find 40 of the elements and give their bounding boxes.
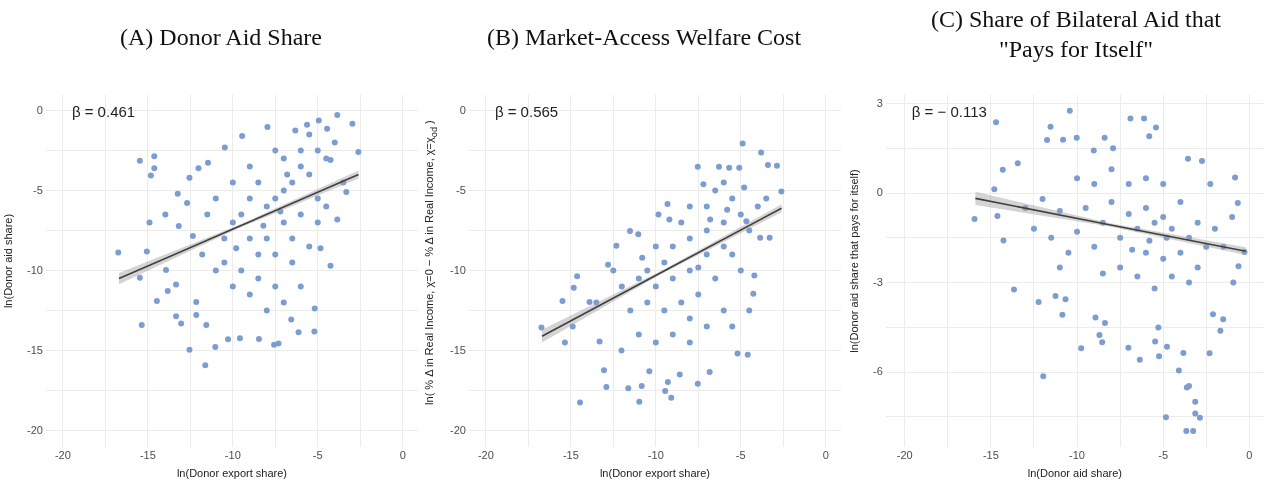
- x-tick-label: -15: [139, 449, 156, 462]
- x-tick-label: -10: [224, 449, 241, 462]
- y-tick-label: -3: [873, 275, 883, 288]
- y-tick-label: 0: [876, 186, 883, 199]
- y-tick-label: -5: [456, 183, 466, 196]
- x-tick-label: 0: [399, 449, 406, 462]
- x-tick-label: -5: [735, 449, 746, 462]
- annotation: β = 0.565: [494, 102, 559, 120]
- annotation: β = 0.461: [71, 102, 136, 120]
- x-tick-label: -5: [312, 449, 323, 462]
- y-tick-label: -15: [26, 343, 43, 356]
- y-tick-label: -5: [33, 183, 43, 196]
- y-tick-label: 0: [36, 103, 43, 116]
- chart-title: (C) Share of Bilateral Aid that "Pays for Itself": [930, 5, 1222, 64]
- x-axis-title: ln(Donor export share): [599, 467, 710, 480]
- x-axis-title: ln(Donor aid share): [1027, 467, 1122, 480]
- chart-title: (B) Market-Access Welfare Cost: [485, 23, 803, 52]
- x-tick-label: -5: [1158, 449, 1169, 462]
- x-tick-label: 0: [1246, 449, 1253, 462]
- y-tick-label: -15: [449, 343, 466, 356]
- y-tick-label: -20: [26, 423, 43, 436]
- y-axis-title: ln(Donor aid share that pays for itself): [848, 168, 860, 355]
- y-tick-label: -10: [449, 263, 466, 276]
- x-axis-title: ln(Donor export share): [176, 467, 287, 480]
- y-axis-title: ln(Donor aid share): [2, 212, 14, 311]
- y-tick-label: 3: [876, 96, 883, 109]
- y-tick-label: -10: [26, 263, 43, 276]
- y-tick-label: 0: [459, 103, 466, 116]
- annotation: β = − 0.113: [911, 102, 987, 120]
- x-tick-label: 0: [822, 449, 829, 462]
- x-tick-label: -10: [1069, 449, 1085, 462]
- x-tick-label: -20: [54, 449, 71, 462]
- x-tick-label: -20: [896, 449, 913, 462]
- y-tick-label: -20: [449, 423, 466, 436]
- x-tick-label: -10: [647, 449, 664, 462]
- chart-title: (A) Donor Aid Share: [119, 23, 323, 52]
- x-tick-label: -20: [477, 449, 494, 462]
- y-tick-label: -6: [873, 365, 883, 378]
- x-tick-label: -15: [982, 449, 999, 462]
- x-tick-label: -15: [562, 449, 579, 462]
